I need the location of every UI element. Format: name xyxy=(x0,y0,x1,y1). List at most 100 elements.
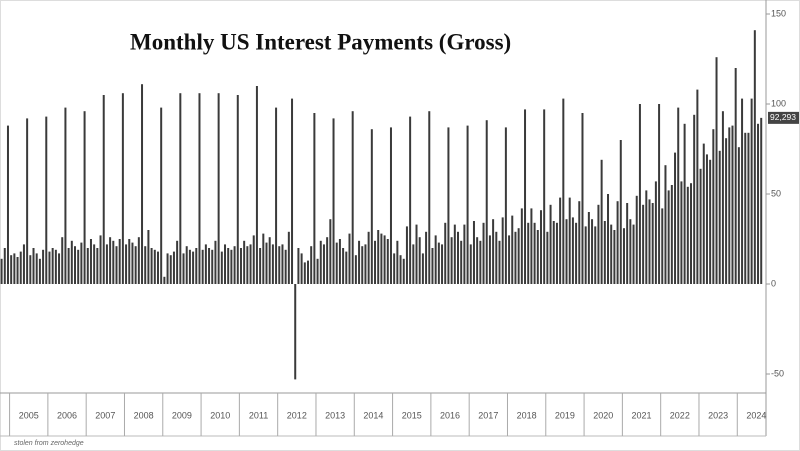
bar xyxy=(169,255,172,284)
x-tick-label: 2015 xyxy=(402,410,422,420)
bar xyxy=(348,233,351,284)
bar xyxy=(533,222,536,284)
bar xyxy=(128,239,131,284)
bar xyxy=(635,195,638,284)
x-tick-label: 2005 xyxy=(19,410,39,420)
bar xyxy=(26,118,29,285)
bar xyxy=(284,249,287,284)
bar xyxy=(198,93,201,284)
bar xyxy=(718,150,721,284)
bar xyxy=(201,249,204,284)
bar xyxy=(674,152,677,284)
bar xyxy=(447,127,450,285)
bar xyxy=(342,248,345,284)
bar xyxy=(546,231,549,284)
bar xyxy=(58,253,61,284)
bar xyxy=(437,242,440,284)
bar xyxy=(616,201,619,284)
bar xyxy=(13,253,16,284)
bar xyxy=(543,109,546,285)
x-tick-label: 2021 xyxy=(632,410,652,420)
bar xyxy=(405,226,408,284)
bar xyxy=(498,240,501,284)
bar xyxy=(504,127,507,285)
bar xyxy=(559,197,562,284)
bar xyxy=(677,107,680,284)
bar xyxy=(642,204,645,284)
bar xyxy=(188,249,191,284)
y-tick-label: 0 xyxy=(771,278,776,288)
bar xyxy=(549,204,552,284)
x-tick-label: 2017 xyxy=(478,410,498,420)
bar xyxy=(654,181,657,284)
bar xyxy=(428,111,431,284)
bar xyxy=(38,258,41,284)
bar xyxy=(361,246,364,284)
x-tick-label: 2012 xyxy=(287,410,307,420)
bar xyxy=(613,230,616,284)
bar xyxy=(377,230,380,284)
bar xyxy=(310,246,313,284)
bar xyxy=(450,237,453,284)
bar xyxy=(182,253,185,284)
bar xyxy=(571,217,574,284)
bar xyxy=(524,109,527,285)
bar xyxy=(693,114,696,284)
bar xyxy=(607,194,610,284)
bar xyxy=(696,89,699,284)
bar xyxy=(457,231,460,284)
bar xyxy=(61,237,64,284)
bar xyxy=(463,224,466,284)
bar xyxy=(753,30,756,285)
bar xyxy=(316,258,319,284)
bar xyxy=(322,244,325,284)
bar xyxy=(728,127,731,285)
x-tick-label: 2014 xyxy=(363,410,383,420)
bar xyxy=(262,233,265,284)
bar xyxy=(597,204,600,284)
bar xyxy=(268,237,271,284)
bar xyxy=(610,224,613,284)
bar xyxy=(195,248,198,284)
x-tick-label: 2007 xyxy=(95,410,115,420)
bar xyxy=(485,120,488,284)
bar xyxy=(10,255,13,284)
bar xyxy=(418,237,421,284)
bar xyxy=(112,240,115,284)
bar xyxy=(249,244,252,284)
bar xyxy=(32,248,35,284)
bar xyxy=(581,113,584,284)
bar xyxy=(236,95,239,284)
bar xyxy=(584,226,587,284)
bar xyxy=(466,125,469,284)
last-value-flag xyxy=(768,111,799,124)
bar xyxy=(626,203,629,284)
x-tick-label: 2023 xyxy=(708,410,728,420)
bar xyxy=(211,249,214,284)
bar xyxy=(160,107,163,284)
bar xyxy=(638,104,641,284)
bar xyxy=(115,246,118,284)
bar xyxy=(54,249,57,284)
bar xyxy=(591,219,594,284)
bar xyxy=(680,181,683,284)
bar xyxy=(294,284,297,380)
bar xyxy=(147,230,150,284)
bar xyxy=(367,231,370,284)
bar xyxy=(297,248,300,284)
bar xyxy=(351,111,354,284)
bar xyxy=(744,132,747,284)
bar xyxy=(319,240,322,284)
bar xyxy=(74,246,77,284)
bar xyxy=(300,253,303,284)
bar xyxy=(35,253,38,284)
bar xyxy=(575,222,578,284)
bar xyxy=(70,240,73,284)
bar xyxy=(622,228,625,284)
y-tick-label: 100 xyxy=(771,98,786,108)
bar xyxy=(737,147,740,284)
bar xyxy=(93,244,96,284)
bar xyxy=(536,230,539,284)
x-tick-label: 2010 xyxy=(210,410,230,420)
bar xyxy=(131,242,134,284)
